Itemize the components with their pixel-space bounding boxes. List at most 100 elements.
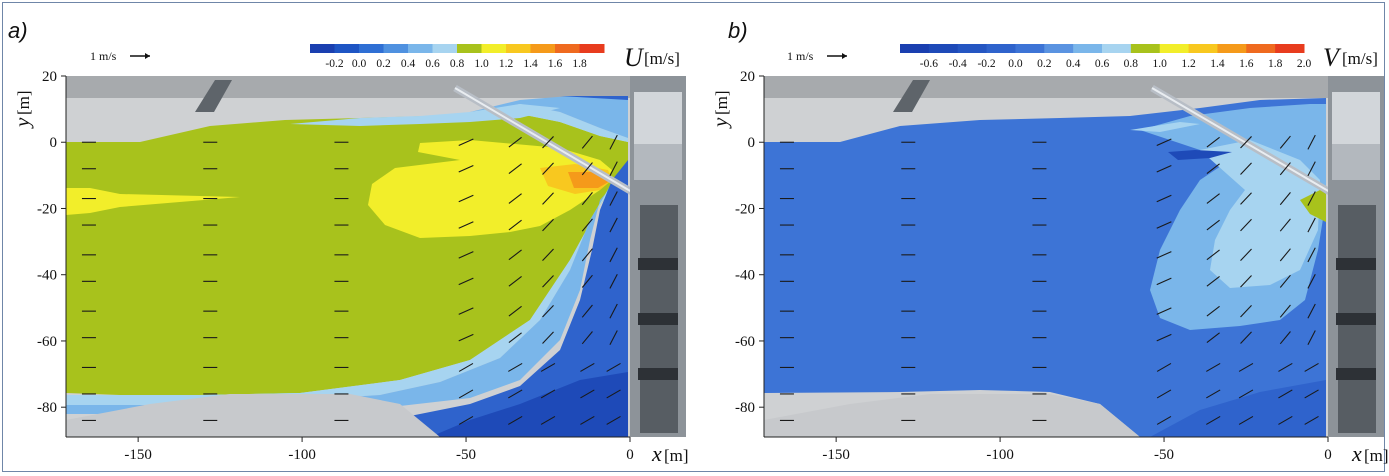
panel-b-label: b) bbox=[728, 18, 748, 43]
velocity-vector-a bbox=[458, 194, 474, 203]
y-tick-label-a: -20 bbox=[37, 201, 57, 217]
colorbar-swatch-b bbox=[1246, 44, 1276, 53]
velocity-vector-b bbox=[1206, 389, 1221, 399]
velocity-vector-b bbox=[1307, 273, 1316, 289]
colorbar-swatch-a bbox=[506, 44, 531, 53]
velocity-vector-a bbox=[609, 330, 618, 345]
velocity-vector-a bbox=[458, 307, 474, 315]
colorbar-swatch-a bbox=[530, 44, 556, 53]
velocity-vector-b bbox=[1279, 331, 1291, 345]
colorbar-tick-label-a: 0.8 bbox=[450, 58, 465, 70]
velocity-vector-a bbox=[581, 162, 593, 176]
colorbar-swatch-a bbox=[383, 44, 409, 53]
velocity-vector-a bbox=[542, 248, 554, 262]
x-axis-var-b: x bbox=[1351, 441, 1362, 466]
scale-arrow-a: 1 m/s bbox=[90, 49, 150, 63]
velocity-vector-b bbox=[1206, 305, 1220, 317]
region-lighter-b bbox=[1200, 140, 1320, 288]
x-tick-label-b: -100 bbox=[986, 447, 1014, 463]
velocity-vector-b bbox=[1279, 304, 1291, 318]
velocity-vector-b bbox=[1240, 162, 1252, 175]
velocity-vector-a bbox=[581, 248, 593, 262]
boom-highlight-b bbox=[1151, 87, 1331, 193]
velocity-vector-a bbox=[508, 163, 522, 175]
velocity-vector-a bbox=[609, 217, 618, 233]
velocity-vector-a bbox=[458, 164, 474, 173]
colorbar-tick-label-b: 1.6 bbox=[1239, 58, 1254, 70]
contours-b bbox=[764, 98, 1326, 437]
velocity-vector-b bbox=[1156, 221, 1172, 229]
x-axis-var-a: x bbox=[651, 441, 662, 466]
y-tick-label-b: -80 bbox=[735, 400, 755, 416]
velocity-vector-a bbox=[581, 274, 593, 288]
velocity-vector-a bbox=[580, 415, 595, 425]
velocity-vector-a bbox=[542, 192, 554, 205]
region-darkblue-a bbox=[380, 96, 628, 437]
colorbar-title-a: U [m/s] bbox=[624, 43, 680, 72]
velocity-vector-a bbox=[542, 331, 554, 344]
colorbar-unit-b: [m/s] bbox=[1342, 49, 1378, 68]
colorbar-tick-label-b: -0.2 bbox=[977, 58, 995, 70]
velocity-vector-b bbox=[1156, 138, 1172, 146]
x-tick-label-a: -150 bbox=[124, 447, 152, 463]
y-tick-label-a: -80 bbox=[37, 400, 57, 416]
velocity-vector-b bbox=[1206, 219, 1220, 231]
intake-gate-3-b bbox=[1336, 368, 1376, 380]
intake-mid-b bbox=[1332, 144, 1380, 180]
y-tick-label-b: -60 bbox=[735, 334, 755, 350]
velocity-vector-a bbox=[606, 415, 621, 425]
velocity-vector-a bbox=[508, 136, 522, 148]
velocity-vector-a bbox=[508, 389, 523, 399]
scale-arrow-label-a: 1 m/s bbox=[90, 49, 117, 63]
colorbar-swatch-b bbox=[1188, 44, 1218, 53]
intake-gate-1-b bbox=[1336, 258, 1376, 270]
velocity-vector-b bbox=[1238, 362, 1254, 372]
colorbar-swatch-b bbox=[1217, 44, 1247, 53]
velocity-vector-b bbox=[1307, 217, 1316, 233]
colorbar-tick-label-b: 0.2 bbox=[1037, 58, 1052, 70]
boom-highlight-a bbox=[454, 87, 633, 193]
intake-top-a bbox=[634, 92, 682, 144]
region-base-b bbox=[764, 98, 1326, 437]
velocity-vector-a bbox=[542, 304, 554, 318]
colorbar-tick-label-b: 2.0 bbox=[1297, 58, 1312, 70]
intake-structure-b bbox=[1328, 76, 1384, 437]
colorbar-b: -0.6 -0.4 -0.2 0.0 0.2 0.4 0.6 0.8 1.0 1.2 1.4 1.6 1… bbox=[900, 44, 1311, 70]
velocity-vector-a bbox=[581, 192, 593, 206]
panel-a-label: a) bbox=[8, 18, 28, 43]
colorbar-swatch-a bbox=[481, 44, 507, 53]
colorbar-swatch-a bbox=[408, 44, 433, 53]
y-tick-label-b: 0 bbox=[748, 135, 756, 151]
velocity-vector-a bbox=[542, 275, 554, 288]
top-pier-b bbox=[893, 80, 930, 112]
colorbar-swatch-a bbox=[579, 44, 605, 53]
velocity-vector-a bbox=[508, 249, 522, 261]
velocity-vector-b bbox=[1238, 415, 1254, 425]
colorbar-swatch-b bbox=[1102, 44, 1132, 53]
colorbar-swatch-b bbox=[1073, 44, 1103, 53]
colorbar-swatch-b bbox=[1130, 44, 1161, 53]
velocity-vector-a bbox=[508, 332, 522, 343]
colorbar-swatch-a bbox=[334, 44, 360, 53]
colorbar-tick-label-b: 0.4 bbox=[1066, 58, 1081, 70]
colorbar-swatch-b bbox=[986, 44, 1016, 53]
velocity-vector-a bbox=[581, 218, 593, 232]
bottom-bank-b bbox=[764, 394, 1140, 437]
colorbar-tick-label-b: 0.6 bbox=[1095, 58, 1110, 70]
velocity-vector-b bbox=[1156, 251, 1172, 259]
velocity-vector-a bbox=[580, 389, 595, 399]
velocity-vector-a bbox=[540, 362, 556, 372]
velocity-vector-a bbox=[542, 136, 554, 149]
scale-arrow-head-a bbox=[145, 53, 150, 59]
region-darkspot-b bbox=[1168, 150, 1232, 160]
region-yellow-left-a bbox=[66, 188, 240, 215]
colorbar-variable-a: U bbox=[624, 43, 645, 72]
y-tick-label-b: -20 bbox=[735, 201, 755, 217]
velocity-vector-a bbox=[508, 415, 523, 425]
velocity-vector-a bbox=[458, 277, 474, 286]
x-axis-label-a: x [m] bbox=[651, 441, 689, 466]
velocity-vector-b bbox=[1206, 163, 1220, 175]
velocity-vector-a bbox=[580, 362, 595, 372]
colorbar-swatch-a bbox=[432, 44, 458, 53]
velocity-vector-b bbox=[1238, 389, 1254, 399]
